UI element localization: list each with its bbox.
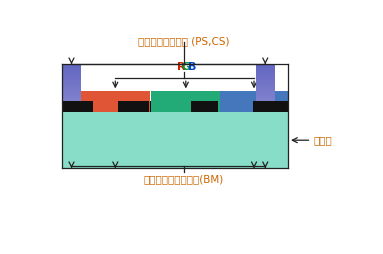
Bar [62,95,81,97]
Bar [62,87,81,88]
Bar [255,87,275,88]
Bar [255,64,275,66]
Bar [255,98,275,99]
Bar [62,69,81,70]
Bar [255,85,275,86]
Bar [62,78,81,80]
Bar [62,65,81,67]
Bar [253,101,288,112]
Bar [62,85,81,86]
Bar [62,90,81,92]
Bar [255,71,275,73]
Bar [62,112,288,168]
Bar [151,91,221,112]
Bar [255,78,275,80]
Bar [62,68,81,69]
Bar [255,66,275,68]
Bar [255,99,275,101]
Bar [62,93,81,94]
Bar [62,86,81,87]
Bar [255,70,275,72]
Bar [255,69,275,70]
Bar [255,82,275,84]
Bar [62,101,93,112]
Bar [255,94,275,96]
Bar [118,101,149,112]
Bar [255,93,275,94]
Bar [62,97,81,98]
Bar [255,97,275,98]
Bar [62,66,81,68]
Bar [62,72,81,74]
Bar [255,81,275,83]
Bar [62,89,81,91]
Bar [220,91,288,112]
Bar [255,76,275,78]
Bar [62,82,81,84]
Text: ガラス: ガラス [314,135,332,145]
Bar [62,76,81,78]
Bar [255,77,275,79]
Bar [62,99,81,101]
Bar [62,75,81,76]
Bar [62,80,81,81]
Bar [255,72,275,74]
Bar [62,77,81,79]
Bar [255,80,275,81]
Bar [255,65,275,67]
Bar [62,64,81,66]
Text: B: B [188,62,196,72]
Bar [62,71,81,73]
Bar [255,86,275,87]
Bar [62,70,81,72]
Text: ブラックマトリクス(BM): ブラックマトリクス(BM) [143,174,224,184]
Bar [255,95,275,97]
Bar [80,91,150,112]
Bar [62,74,81,75]
Bar [255,89,275,91]
Bar [255,68,275,69]
Bar [62,98,81,99]
Bar [62,83,81,85]
Bar [62,101,288,112]
Bar [255,90,275,92]
Bar [255,92,275,93]
Bar [62,88,81,90]
Bar [255,75,275,76]
Text: フォトスペーサー (PS,CS): フォトスペーサー (PS,CS) [138,36,229,46]
Bar [255,83,275,85]
Text: G: G [182,62,191,72]
Text: R: R [177,62,185,72]
Bar [62,81,81,83]
Bar [255,74,275,75]
Bar [62,92,81,93]
Bar [255,88,275,90]
Bar [62,94,81,96]
Bar [191,101,218,112]
